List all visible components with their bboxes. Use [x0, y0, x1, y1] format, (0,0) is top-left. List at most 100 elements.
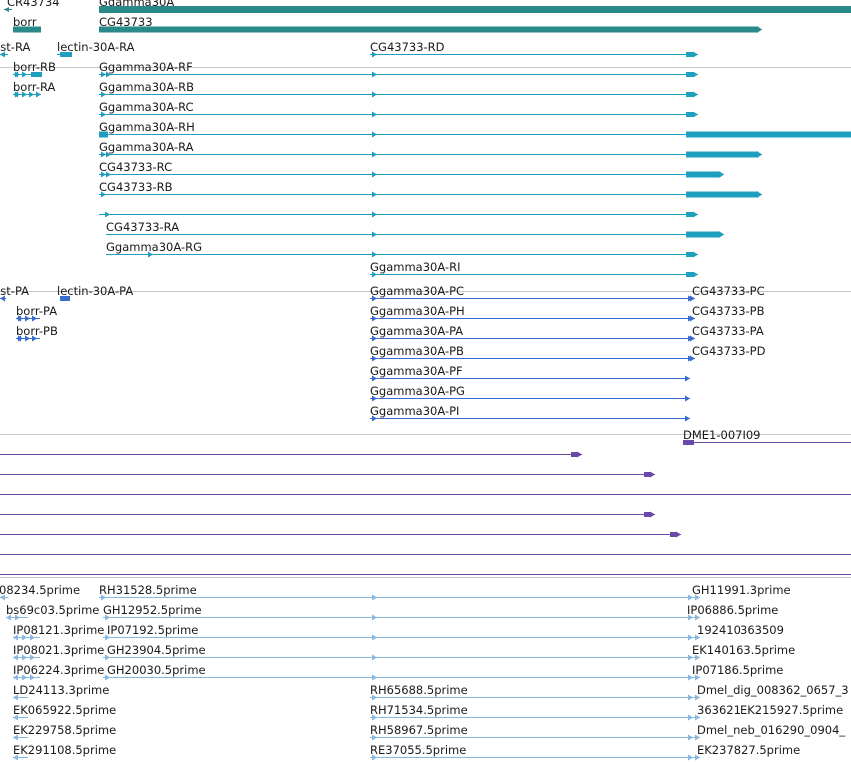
- feature-label: Ggamma30A-PA: [370, 324, 463, 338]
- est-track: 08234.5prime RH31528.5prime GH11991.3prime…: [0, 583, 849, 761]
- feature[interactable]: bs69c03.5prime: [6, 603, 99, 621]
- feature[interactable]: RE37055.5prime: [370, 743, 700, 761]
- arrow-right-icon: [685, 415, 690, 422]
- strand-arrow: [22, 91, 27, 98]
- feature[interactable]: GH12952.5prime: [103, 603, 700, 621]
- feature[interactable]: CG43733-RA: [106, 220, 724, 238]
- feature[interactable]: LD24113.3prime: [13, 683, 109, 701]
- feature[interactable]: Ggamma30A-RB: [99, 80, 698, 98]
- feature[interactable]: Ggamma30A-PF: [370, 364, 690, 382]
- feature[interactable]: EK237827.5prime: [697, 743, 800, 757]
- exon-block: [60, 296, 70, 301]
- exon-block: [686, 231, 719, 238]
- arrow-left-icon: [0, 295, 5, 302]
- feature-label: lectin-30A-RA: [57, 40, 135, 54]
- feature[interactable]: CR43734: [4, 0, 60, 12]
- feature[interactable]: Ggamma30A-RG: [106, 240, 698, 258]
- arrow-right-icon: [695, 694, 700, 701]
- feature[interactable]: Ggamma30A-RI: [370, 260, 698, 278]
- feature[interactable]: lectin-30A-RA: [57, 40, 135, 57]
- feature[interactable]: Ggamma30A-PB: [370, 344, 695, 362]
- feature[interactable]: [0, 511, 655, 518]
- feature[interactable]: Ggamma30A-PA: [370, 324, 695, 342]
- arrow-right-icon: [695, 714, 700, 721]
- feature[interactable]: EK140163.5prime: [692, 643, 795, 657]
- strand-arrow: [22, 674, 27, 681]
- feature[interactable]: CG43733-RD: [370, 40, 698, 58]
- feature[interactable]: [0, 471, 655, 478]
- feature[interactable]: borr-PB: [16, 324, 58, 342]
- feature[interactable]: lectin-30A-PA: [57, 284, 133, 301]
- feature[interactable]: CG43733: [99, 15, 762, 33]
- feature[interactable]: 363509: [740, 623, 784, 637]
- feature-label: Ggamma30A-RC: [99, 100, 194, 114]
- feature[interactable]: GH20030.5prime: [103, 663, 700, 681]
- strand-arrow: [101, 594, 106, 601]
- feature-label: Ggamma30A-RF: [99, 60, 193, 74]
- feature[interactable]: 363621: [697, 703, 741, 717]
- feature[interactable]: borr-RA: [13, 80, 56, 98]
- arrow-right-icon: [690, 335, 695, 342]
- feature[interactable]: CG43733-PB: [692, 304, 765, 318]
- arrow-left-icon: [13, 634, 18, 641]
- feature[interactable]: borr-RB: [13, 60, 56, 78]
- feature-label: bs69c03.5prime: [6, 603, 99, 617]
- feature[interactable]: 08234.5prime: [0, 583, 80, 601]
- feature[interactable]: GH23904.5prime: [103, 643, 700, 661]
- feature-label: Ggamma30A-PG: [370, 384, 465, 398]
- feature[interactable]: Ggamma30A-RF: [99, 60, 698, 78]
- feature[interactable]: RH58967.5prime: [370, 723, 700, 741]
- arrow-left-icon: [13, 714, 18, 721]
- feature[interactable]: Ggamma30A-RA: [99, 140, 762, 158]
- feature-label: Dmel_neb_016290_0904_: [697, 723, 845, 737]
- feature[interactable]: Dmel_dig_008362_0657_3: [697, 683, 849, 697]
- feature[interactable]: EK291108.5prime: [13, 743, 116, 761]
- feature[interactable]: IP08121.3prime: [13, 623, 104, 641]
- feature[interactable]: RH31528.5prime: [99, 583, 700, 601]
- feature[interactable]: Ggamma30A-PC: [370, 284, 695, 302]
- feature-label: RH58967.5prime: [370, 723, 468, 737]
- feature[interactable]: IP07186.5prime: [692, 663, 783, 677]
- strand-arrow: [372, 415, 377, 422]
- feature[interactable]: [0, 531, 681, 538]
- feature[interactable]: [0, 451, 582, 458]
- feature[interactable]: CG43733-PC: [692, 284, 765, 298]
- feature[interactable]: Ggamma30A-PI: [370, 404, 690, 422]
- strand-arrow: [688, 734, 693, 741]
- feature[interactable]: CG43733-RC: [99, 160, 724, 178]
- strand-arrow: [36, 91, 41, 98]
- feature[interactable]: EK065922.5prime: [13, 703, 116, 721]
- feature[interactable]: Ggamma30A: [99, 0, 851, 13]
- feature[interactable]: CG43733-RB: [99, 180, 762, 198]
- feature[interactable]: ust-PA: [0, 284, 29, 302]
- feature[interactable]: borr: [13, 15, 41, 33]
- feature[interactable]: CG43733-PD: [692, 344, 766, 358]
- feature[interactable]: IP08021.3prime: [13, 643, 104, 661]
- feature[interactable]: [99, 211, 698, 218]
- feature[interactable]: ust-RA: [0, 40, 30, 58]
- arrow-left-icon: [4, 7, 9, 12]
- feature[interactable]: EK229758.5prime: [13, 723, 116, 741]
- strand-arrow: [372, 111, 377, 118]
- feature[interactable]: DME1-007I09: [683, 428, 851, 446]
- feature[interactable]: IP07192.5prime: [103, 623, 700, 641]
- alignment-track: DME1-007I09: [0, 428, 851, 575]
- feature[interactable]: EK215927.5prime: [740, 703, 843, 717]
- feature-label: Ggamma30A-RB: [99, 80, 194, 94]
- feature[interactable]: IP06886.5prime: [687, 603, 778, 617]
- feature[interactable]: Ggamma30A-RH: [99, 120, 851, 138]
- feature[interactable]: 192410: [697, 623, 741, 637]
- feature[interactable]: Dmel_neb_016290_0904_: [697, 723, 845, 737]
- feature[interactable]: CG43733-PA: [692, 324, 764, 338]
- strand-arrow: [688, 594, 693, 601]
- feature[interactable]: GH11991.3prime: [692, 583, 791, 597]
- feature[interactable]: Ggamma30A-PG: [370, 384, 690, 402]
- feature[interactable]: RH65688.5prime: [370, 683, 700, 701]
- feature[interactable]: Ggamma30A-RC: [99, 100, 698, 118]
- feature[interactable]: RH71534.5prime: [370, 703, 700, 721]
- feature[interactable]: IP06224.3prime: [13, 663, 104, 681]
- feature[interactable]: borr-PA: [16, 304, 57, 322]
- feature[interactable]: Ggamma30A-PH: [370, 304, 695, 322]
- feature-label: CG43733: [99, 15, 153, 29]
